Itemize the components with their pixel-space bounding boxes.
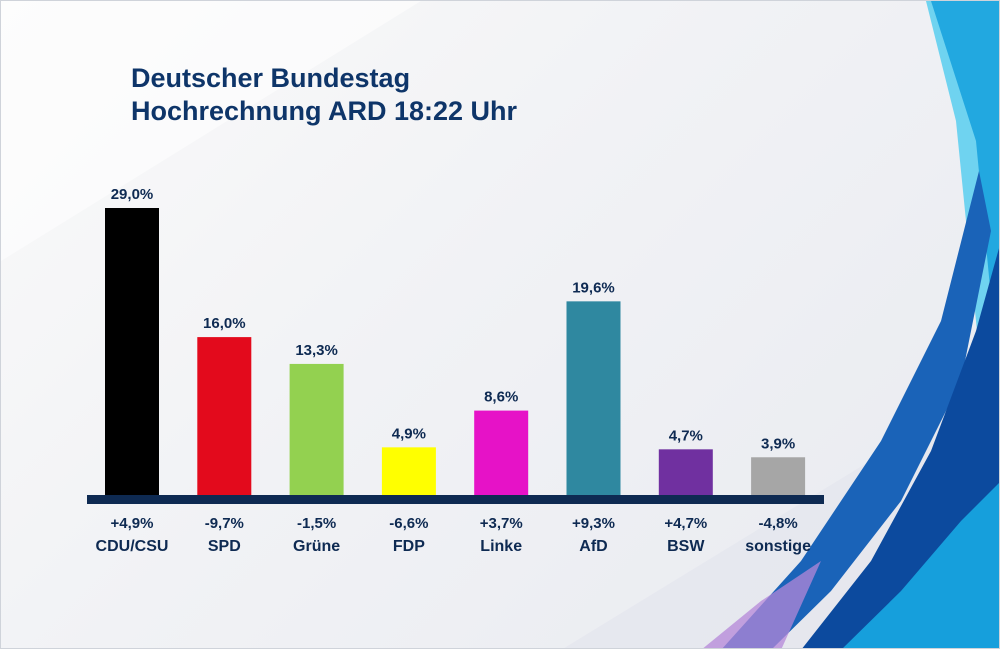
category-label-1: SPD — [208, 538, 241, 555]
x-axis-baseline — [87, 495, 824, 504]
bar-5 — [566, 301, 621, 496]
bar-6 — [658, 449, 713, 496]
bar-4 — [474, 410, 529, 496]
change-label-0: +4,9% — [111, 515, 154, 532]
dark-blue-swoosh — [722, 171, 991, 648]
title-line-1: Deutscher Bundestag — [131, 63, 411, 93]
title-line-2: Hochrechnung ARD 18:22 Uhr — [131, 96, 518, 126]
change-label-7: -4,8% — [759, 515, 798, 532]
change-label-4: +3,7% — [480, 515, 523, 532]
bar-1 — [197, 337, 252, 496]
bar-7 — [751, 457, 806, 496]
value-label-6: 4,7% — [669, 427, 703, 444]
category-label-4: Linke — [480, 538, 522, 555]
value-label-2: 13,3% — [295, 342, 338, 359]
bar-3 — [381, 447, 436, 496]
category-label-3: FDP — [393, 538, 425, 555]
category-label-6: BSW — [667, 538, 705, 555]
change-label-6: +4,7% — [664, 515, 707, 532]
change-label-2: -1,5% — [297, 515, 336, 532]
change-label-3: -6,6% — [389, 515, 428, 532]
purple-swoosh — [703, 561, 821, 648]
value-label-3: 4,9% — [392, 425, 426, 442]
value-label-4: 8,6% — [484, 389, 518, 406]
bg-light-shape — [1, 1, 421, 261]
value-label-5: 19,6% — [572, 279, 615, 296]
category-label-0: CDU/CSU — [96, 538, 169, 555]
change-label-5: +9,3% — [572, 515, 615, 532]
category-label-7: sonstige — [745, 538, 811, 555]
value-label-0: 29,0% — [111, 186, 154, 203]
light-blue-swoosh — [843, 483, 999, 648]
value-label-1: 16,0% — [203, 315, 246, 332]
value-label-7: 3,9% — [761, 435, 795, 452]
change-label-1: -9,7% — [205, 515, 244, 532]
category-label-2: Grüne — [293, 538, 340, 555]
blue-swoosh — [931, 1, 999, 648]
bar-2 — [289, 363, 344, 496]
bar-0 — [105, 208, 159, 496]
category-label-5: AfD — [579, 538, 607, 555]
